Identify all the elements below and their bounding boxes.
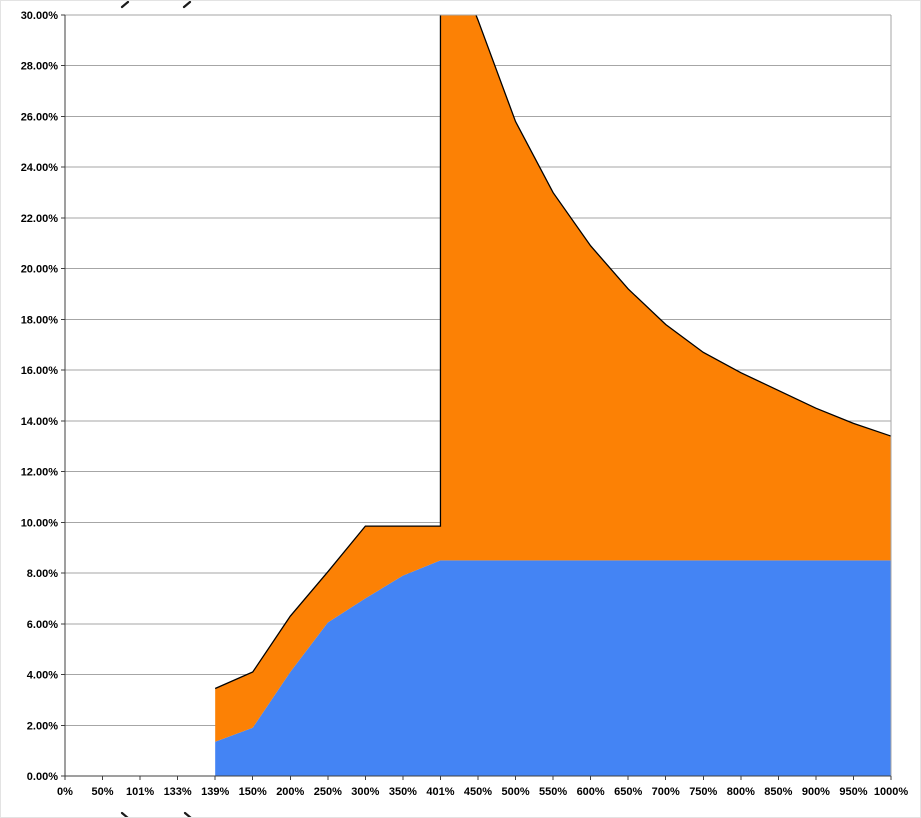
- x-axis-label: 200%: [276, 786, 304, 798]
- x-axis-label: 650%: [614, 786, 642, 798]
- x-axis-label: 139%: [201, 786, 229, 798]
- x-axis-label: 550%: [539, 786, 567, 798]
- x-axis-label: 401%: [426, 786, 454, 798]
- x-axis-label: 300%: [351, 786, 379, 798]
- y-axis-label: 8.00%: [27, 568, 58, 580]
- y-axis-label: 4.00%: [27, 670, 58, 682]
- cropped-edge-artifact: [120, 811, 129, 817]
- x-axis-label: 450%: [464, 786, 492, 798]
- x-axis-label: 850%: [764, 786, 792, 798]
- y-axis-label: 12.00%: [21, 467, 59, 479]
- y-axis-label: 30.00%: [21, 10, 59, 22]
- x-axis-label: 500%: [501, 786, 529, 798]
- orange-area-outline: [214, 15, 891, 690]
- y-axis-label: 24.00%: [21, 162, 59, 174]
- cropped-edge-artifact: [120, 1, 130, 9]
- x-axis-label: 950%: [839, 786, 867, 798]
- y-axis-label: 2.00%: [27, 720, 58, 732]
- x-axis-label: 1000%: [874, 786, 908, 798]
- x-axis-label: 350%: [389, 786, 417, 798]
- y-axis-label: 16.00%: [21, 365, 59, 377]
- x-axis-label: 133%: [164, 786, 192, 798]
- x-axis-label: 750%: [689, 786, 717, 798]
- x-axis-label: 900%: [802, 786, 830, 798]
- orange-area-series: [215, 15, 891, 742]
- x-axis-label: 800%: [727, 786, 755, 798]
- x-axis-label: 700%: [652, 786, 680, 798]
- y-axis-label: 22.00%: [21, 213, 59, 225]
- cropped-edge-artifact: [182, 1, 192, 9]
- x-axis-label: 600%: [577, 786, 605, 798]
- x-axis-label: 250%: [314, 786, 342, 798]
- blue-area-series: [215, 560, 891, 776]
- y-axis-label: 20.00%: [21, 264, 59, 276]
- y-axis-label: 10.00%: [21, 517, 59, 529]
- y-axis-label: 26.00%: [21, 111, 59, 123]
- x-axis-label: 150%: [239, 786, 267, 798]
- x-axis-label: 0%: [57, 786, 73, 798]
- y-axis-label: 28.00%: [21, 61, 59, 73]
- y-axis-label: 0.00%: [27, 771, 58, 783]
- cropped-edge-artifact: [183, 811, 192, 817]
- x-axis-label: 50%: [92, 786, 114, 798]
- y-axis-label: 18.00%: [21, 314, 59, 326]
- x-axis-label: 101%: [126, 786, 154, 798]
- y-axis-label: 14.00%: [21, 416, 59, 428]
- y-axis-label: 6.00%: [27, 619, 58, 631]
